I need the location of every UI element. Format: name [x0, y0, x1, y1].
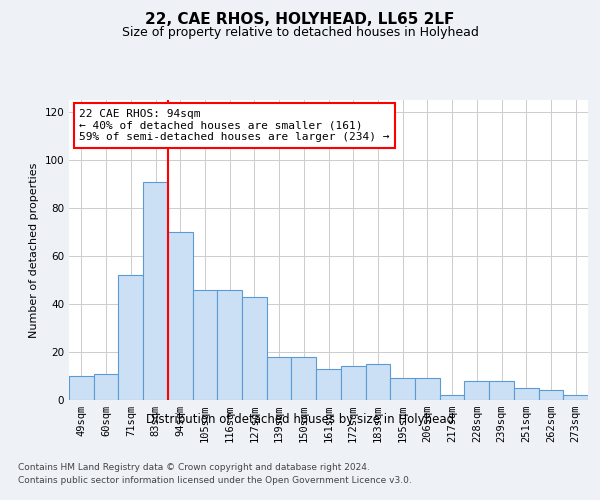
Bar — [440, 395, 464, 400]
Bar — [292, 357, 316, 400]
Bar — [365, 364, 390, 400]
Bar — [563, 395, 588, 400]
Text: Contains public sector information licensed under the Open Government Licence v3: Contains public sector information licen… — [18, 476, 412, 485]
Bar — [193, 290, 217, 400]
Bar — [464, 381, 489, 400]
Bar — [242, 297, 267, 400]
Bar — [514, 388, 539, 400]
Y-axis label: Number of detached properties: Number of detached properties — [29, 162, 39, 338]
Text: 22 CAE RHOS: 94sqm
← 40% of detached houses are smaller (161)
59% of semi-detach: 22 CAE RHOS: 94sqm ← 40% of detached hou… — [79, 109, 390, 142]
Bar — [168, 232, 193, 400]
Bar — [341, 366, 365, 400]
Bar — [217, 290, 242, 400]
Bar — [143, 182, 168, 400]
Text: Contains HM Land Registry data © Crown copyright and database right 2024.: Contains HM Land Registry data © Crown c… — [18, 462, 370, 471]
Bar — [489, 381, 514, 400]
Bar — [539, 390, 563, 400]
Bar — [390, 378, 415, 400]
Bar — [415, 378, 440, 400]
Bar — [94, 374, 118, 400]
Bar — [267, 357, 292, 400]
Text: 22, CAE RHOS, HOLYHEAD, LL65 2LF: 22, CAE RHOS, HOLYHEAD, LL65 2LF — [145, 12, 455, 28]
Text: Size of property relative to detached houses in Holyhead: Size of property relative to detached ho… — [122, 26, 478, 39]
Text: Distribution of detached houses by size in Holyhead: Distribution of detached houses by size … — [146, 412, 454, 426]
Bar — [316, 369, 341, 400]
Bar — [118, 275, 143, 400]
Bar — [69, 376, 94, 400]
